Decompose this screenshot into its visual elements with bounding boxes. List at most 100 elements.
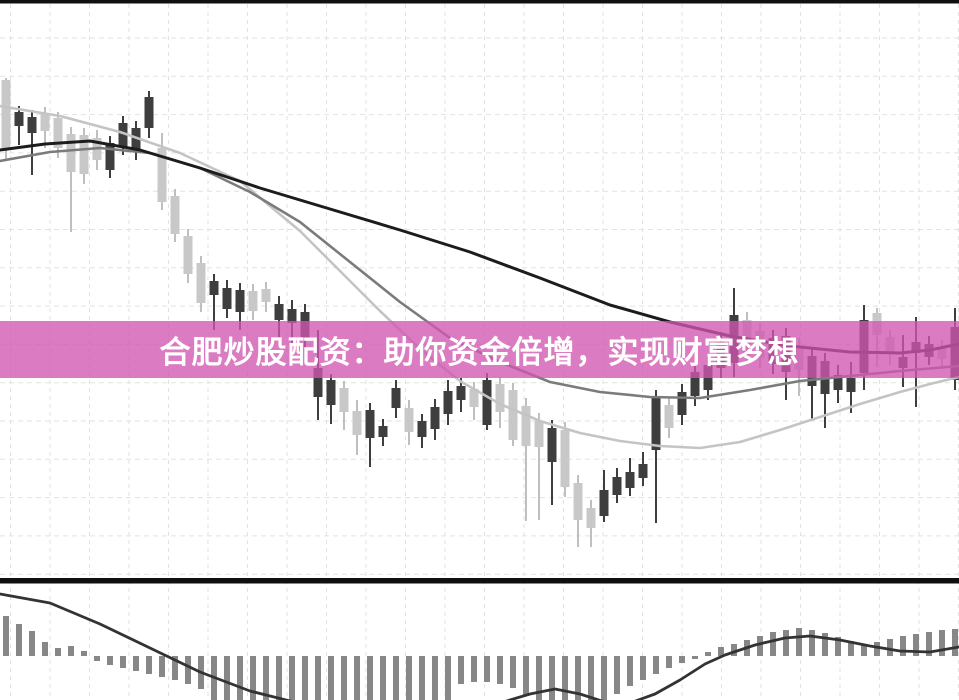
candle-body [677, 392, 687, 415]
candlestick [14, 106, 24, 145]
candle-body [118, 123, 128, 147]
promo-banner: 合肥炒股配资：助你资金倍增，实现财富梦想 [0, 321, 959, 378]
moving-averages-group [0, 104, 959, 450]
candle-body [209, 281, 219, 295]
candle-body [430, 407, 440, 429]
panel-divider [0, 578, 959, 584]
candle-body [339, 388, 349, 412]
candlestick [599, 470, 609, 522]
momentum-bar [835, 637, 841, 656]
momentum-bar [419, 656, 425, 700]
momentum-bar [913, 634, 919, 656]
momentum-bar [406, 656, 412, 700]
candle-body [846, 378, 856, 392]
momentum-bar [120, 656, 126, 668]
candle-body [404, 408, 414, 432]
candle-body [131, 128, 141, 152]
candlestick [521, 398, 531, 521]
momentum-group [0, 592, 959, 700]
momentum-bar [809, 630, 815, 656]
candle-body [157, 148, 167, 202]
candlestick [66, 127, 76, 232]
candlestick [92, 130, 102, 170]
candlestick [638, 452, 648, 486]
candle-body [170, 196, 180, 234]
candle-body [612, 477, 622, 495]
candle-body [599, 490, 609, 516]
frame-group [0, 0, 959, 584]
candlestick [209, 274, 219, 330]
momentum-bar [445, 656, 451, 700]
momentum-bar [250, 656, 256, 700]
candle-body [235, 290, 245, 312]
momentum-bar [692, 656, 698, 659]
momentum-bar [666, 656, 672, 668]
candle-body [638, 464, 648, 478]
candle-body [547, 428, 557, 462]
candle-body [287, 309, 297, 323]
candlestick [196, 256, 206, 312]
momentum-bar [185, 656, 191, 684]
candlestick [547, 420, 557, 505]
candle-body [391, 388, 401, 408]
momentum-bar [315, 656, 321, 700]
candle-body [521, 406, 531, 446]
candlestick [612, 468, 622, 503]
candle-body [690, 372, 700, 396]
candlestick [508, 383, 518, 446]
momentum-bar [575, 656, 581, 700]
candle-body [833, 375, 843, 390]
candlestick [664, 397, 674, 438]
momentum-bar [705, 652, 711, 656]
candle-body [105, 143, 115, 170]
candlestick [651, 390, 661, 523]
momentum-bar [328, 656, 334, 700]
momentum-bar [276, 656, 282, 700]
momentum-bar [640, 656, 646, 680]
candlestick [1, 78, 11, 160]
momentum-bar [224, 656, 230, 700]
candles-group [1, 78, 959, 547]
candle-body [508, 390, 518, 440]
candle-body [625, 472, 635, 488]
momentum-bar [263, 656, 269, 700]
momentum-bar [796, 628, 802, 656]
momentum-bar [588, 656, 594, 700]
candlestick [118, 116, 128, 155]
candle-body [456, 386, 466, 400]
momentum-bar [562, 656, 568, 700]
candle-body [248, 291, 258, 311]
momentum-signal-line [0, 592, 959, 700]
candlestick [430, 399, 440, 440]
candle-body [1, 80, 11, 150]
candle-body [534, 421, 544, 447]
promo-banner-text: 合肥炒股配资：助你资金倍增，实现财富梦想 [159, 335, 800, 370]
candlestick [352, 400, 362, 455]
candlestick [222, 280, 232, 318]
momentum-bar [484, 656, 490, 682]
momentum-bar [367, 656, 373, 700]
momentum-bar [783, 630, 789, 656]
top-border [0, 0, 959, 4]
momentum-bar [549, 656, 555, 700]
candle-body [352, 411, 362, 435]
candlestick [248, 284, 258, 320]
momentum-bar [354, 656, 360, 700]
momentum-bar [341, 656, 347, 700]
candle-body [79, 135, 89, 174]
momentum-bar [471, 656, 477, 682]
candle-body [365, 410, 375, 438]
momentum-bar [601, 656, 607, 700]
candlestick [534, 413, 544, 520]
momentum-bar [29, 631, 35, 656]
momentum-bar [172, 656, 178, 680]
momentum-bar [653, 656, 659, 674]
momentum-bar [133, 656, 139, 671]
candlestick [131, 121, 141, 160]
candle-body [144, 97, 154, 128]
momentum-bar [289, 656, 295, 700]
candle-body [274, 304, 284, 320]
candlestick [326, 374, 336, 424]
candlestick [144, 91, 154, 138]
momentum-bar [42, 642, 48, 656]
